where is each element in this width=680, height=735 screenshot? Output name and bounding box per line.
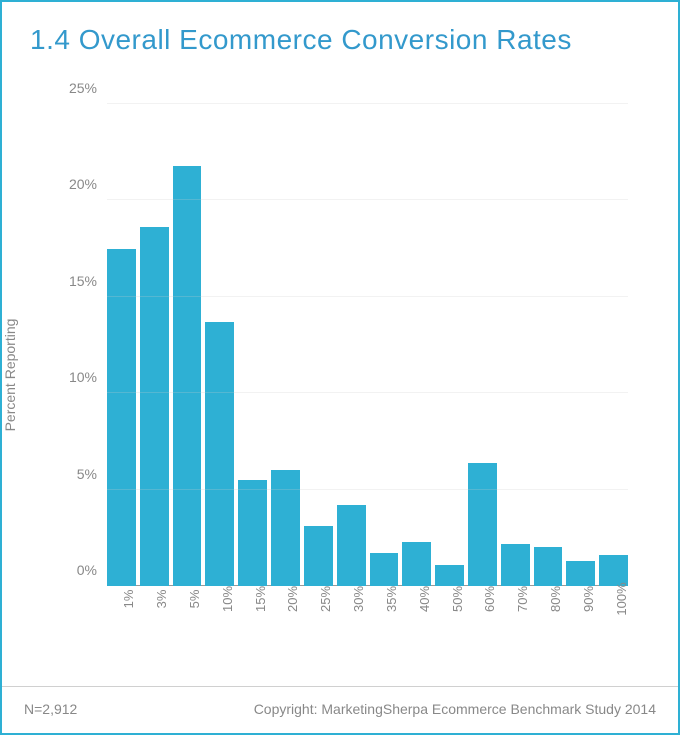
- x-tick: 1%: [107, 591, 136, 676]
- x-tick: 50%: [435, 591, 464, 676]
- bar: [173, 166, 202, 586]
- y-tick-label: 25%: [69, 80, 107, 96]
- x-tick-label: 90%: [581, 586, 596, 612]
- x-tick: 15%: [238, 591, 267, 676]
- x-tick-label: 40%: [417, 586, 432, 612]
- bar: [238, 480, 267, 586]
- x-tick-label: 30%: [351, 586, 366, 612]
- grid-line: [107, 103, 628, 104]
- x-tick: 20%: [271, 591, 300, 676]
- x-tick-label: 15%: [253, 586, 268, 612]
- y-tick-label: 20%: [69, 176, 107, 192]
- x-tick-label: 60%: [482, 586, 497, 612]
- grid-line: [107, 392, 628, 393]
- x-tick: 35%: [370, 591, 399, 676]
- y-tick-label: 15%: [69, 273, 107, 289]
- x-tick-label: 5%: [187, 590, 202, 609]
- chart-title: 1.4 Overall Ecommerce Conversion Rates: [2, 2, 678, 64]
- x-axis-labels: 1% 3% 5%10%15%20%25%30%35%40%50%60%70%80%9…: [107, 591, 628, 676]
- chart-wrap: Percent Reporting 0%5%10%15%20%25% 1%3%5…: [2, 64, 678, 686]
- x-tick-label: 35%: [384, 586, 399, 612]
- x-tick: 70%: [501, 591, 530, 676]
- bar: [402, 542, 431, 586]
- x-tick-label: 10%: [220, 586, 235, 612]
- y-tick-label: 10%: [69, 369, 107, 385]
- grid-line: [107, 296, 628, 297]
- bar: [337, 505, 366, 586]
- x-tick-label: 1%: [121, 590, 136, 609]
- x-tick: 40%: [402, 591, 431, 676]
- bar: [468, 463, 497, 586]
- x-tick-label: 70%: [515, 586, 530, 612]
- sample-size: N=2,912: [24, 701, 77, 717]
- x-tick: 90%: [566, 591, 595, 676]
- x-tick-label: 20%: [285, 586, 300, 612]
- x-tick: 3%: [140, 591, 169, 676]
- y-tick-label: 5%: [77, 466, 107, 482]
- x-tick: 60%: [468, 591, 497, 676]
- bar: [370, 553, 399, 586]
- bars-container: [107, 104, 628, 586]
- x-tick-label: 3%: [154, 590, 169, 609]
- y-axis-label: Percent Reporting: [2, 319, 18, 432]
- chart-card: 1.4 Overall Ecommerce Conversion Rates P…: [0, 0, 680, 735]
- x-tick: 100%: [599, 591, 628, 676]
- x-tick: 80%: [534, 591, 563, 676]
- copyright-text: Copyright: MarketingSherpa Ecommerce Ben…: [254, 701, 656, 717]
- x-tick: 30%: [337, 591, 366, 676]
- bar: [140, 227, 169, 586]
- x-tick-label: 50%: [450, 586, 465, 612]
- bar: [566, 561, 595, 586]
- x-tick: 10%: [205, 591, 234, 676]
- x-tick-label: 80%: [548, 586, 563, 612]
- bar: [205, 322, 234, 586]
- grid-line: [107, 489, 628, 490]
- x-tick-label: 100%: [614, 582, 629, 615]
- bar: [304, 526, 333, 586]
- bar: [501, 544, 530, 586]
- bar: [107, 249, 136, 586]
- bar: [534, 547, 563, 586]
- bar: [435, 565, 464, 586]
- grid-line: [107, 199, 628, 200]
- chart-area: 0%5%10%15%20%25% 1%3%5%10%15%20%25%30%35…: [27, 84, 638, 676]
- y-tick-label: 0%: [77, 562, 107, 578]
- x-tick-label: 25%: [318, 586, 333, 612]
- plot-region: 0%5%10%15%20%25%: [107, 104, 628, 586]
- x-tick: 25%: [304, 591, 333, 676]
- bar: [599, 555, 628, 586]
- x-tick: 5%: [173, 591, 202, 676]
- chart-footer: N=2,912 Copyright: MarketingSherpa Ecomm…: [2, 686, 678, 733]
